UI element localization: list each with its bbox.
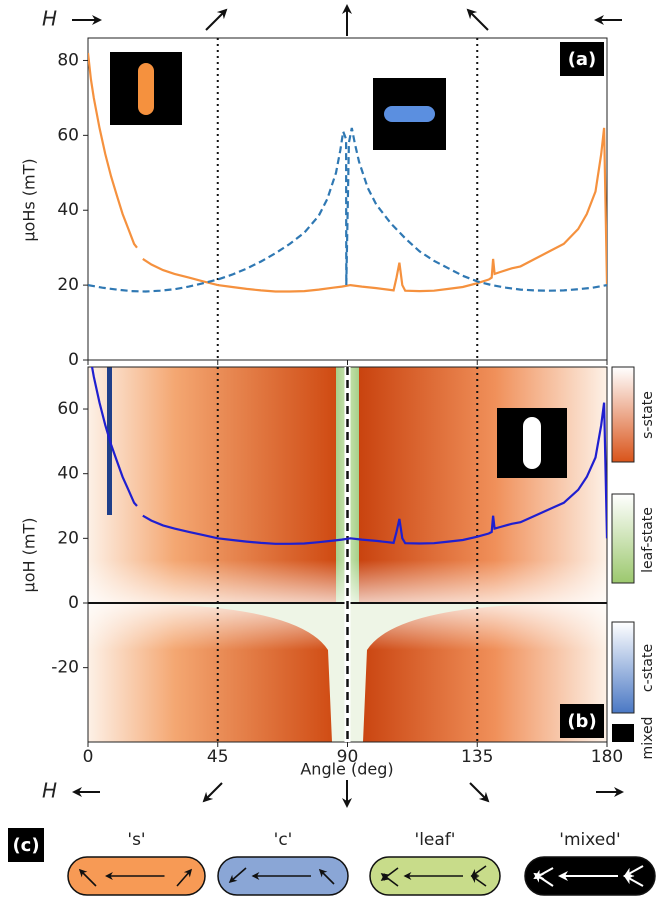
moment-arrow (318, 868, 335, 885)
y-tick-label: 0 (68, 350, 79, 370)
panel-label-box (8, 828, 44, 862)
y-axis-label: μoHs (mT) (20, 158, 39, 241)
colorbar (611, 621, 635, 714)
moment-arrow (623, 875, 644, 887)
field-arrow (205, 8, 228, 31)
inset-shape (138, 63, 154, 115)
field-arrow (469, 782, 490, 803)
y-tick-label: 40 (57, 464, 79, 484)
field-arrow (466, 8, 489, 31)
panel-label-box (560, 42, 604, 76)
moment-arrow (176, 868, 193, 887)
y-tick-label: 60 (57, 399, 79, 419)
x-tick-label: 135 (461, 747, 493, 767)
inset-shape (523, 417, 541, 469)
colorbar-label: s-state (640, 391, 656, 439)
data-line (88, 52, 607, 293)
y-tick-label: 80 (57, 50, 79, 70)
field-label: H (42, 779, 57, 803)
x-axis-label: Angle (deg) (300, 760, 393, 779)
x-tick-label: 45 (207, 747, 229, 767)
state-label: 'mixed' (559, 830, 620, 850)
inset-shape (384, 106, 435, 122)
y-tick-label: 60 (57, 125, 79, 145)
y-tick-label: -20 (51, 658, 79, 678)
field-arrow (202, 782, 223, 803)
moment-arrow (623, 865, 644, 877)
colorbar-label: mixed (640, 717, 656, 760)
moment-arrow (533, 872, 554, 887)
colorbar (611, 493, 635, 584)
state-label: 'leaf' (415, 830, 456, 850)
panel-label: (a) (568, 49, 597, 70)
y-tick-label: 20 (57, 275, 79, 295)
panel-label: (c) (12, 835, 39, 856)
y-tick-label: 40 (57, 200, 79, 220)
data-line (88, 127, 607, 293)
x-tick-label: 0 (83, 747, 94, 767)
colorbar-label: c-state (640, 644, 656, 692)
moment-arrow (78, 868, 97, 887)
panel-label: (b) (567, 711, 596, 732)
phase-map (88, 367, 336, 742)
moment-arrow (470, 865, 487, 877)
y-tick-label: 20 (57, 528, 79, 548)
moment-arrow (380, 873, 399, 887)
state-diagrams: 's' 'c' 'leaf' 'mixed' (67, 830, 656, 896)
field-label: H (42, 7, 57, 31)
data-line (90, 367, 607, 545)
x-tick-label: 90 (337, 747, 359, 767)
panel-label-box (560, 704, 604, 738)
phase-map (359, 367, 607, 742)
colorbar-label: leaf-state (640, 507, 656, 573)
x-tick-label: 180 (591, 747, 623, 767)
colorbar (611, 366, 635, 463)
moment-arrow (228, 867, 247, 884)
moment-arrow (470, 875, 487, 887)
y-axis-label: μoH (mT) (20, 518, 39, 593)
colorbar (612, 724, 634, 742)
y-tick-label: 0 (68, 593, 79, 613)
state-label: 'c' (274, 830, 293, 850)
state-label: 's' (127, 830, 145, 850)
